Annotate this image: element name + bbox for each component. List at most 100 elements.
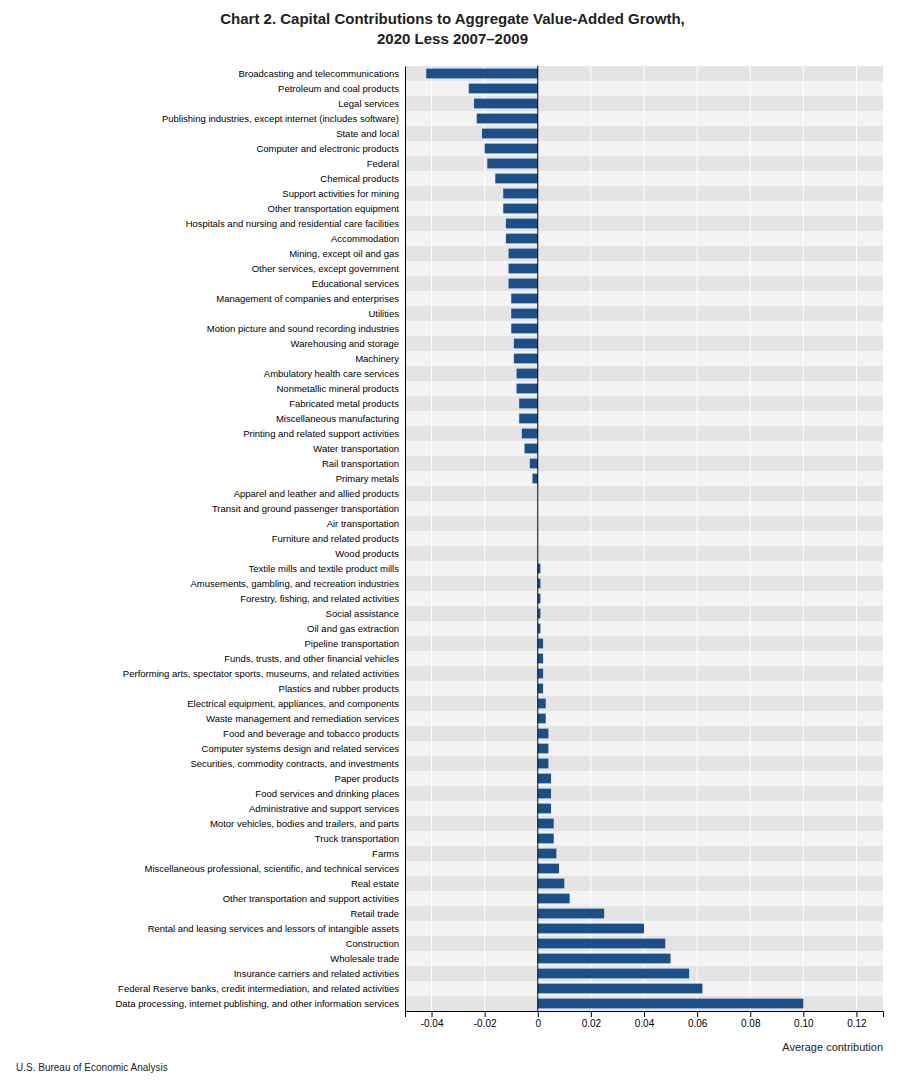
bar (538, 909, 604, 919)
y-tick: Management of companies and enterprises (216, 293, 405, 304)
y-tick: Federal (367, 158, 405, 169)
bar (514, 354, 538, 364)
bar (538, 924, 644, 934)
y-tick: Petroleum and coal products (278, 83, 405, 94)
bar (538, 969, 689, 979)
category-label: Food services and drinking places (255, 788, 399, 799)
bar (509, 279, 538, 289)
bar (538, 939, 665, 949)
category-label: Ambulatory health care services (264, 368, 399, 379)
x-tick: 0.08 (741, 1011, 761, 1029)
title: Chart 2. Capital Contributions to Aggreg… (220, 10, 684, 47)
bar (530, 459, 538, 469)
x-tick-label: 0.10 (794, 1018, 814, 1029)
y-tick: Computer and electronic products (256, 143, 405, 154)
category-label: Oil and gas extraction (307, 623, 399, 634)
y-tick: Miscellaneous manufacturing (276, 413, 405, 424)
category-label: Furniture and related products (272, 533, 400, 544)
category-label: Motor vehicles, bodies and trailers, and… (210, 818, 399, 829)
bar (469, 84, 538, 94)
y-tick: Educational services (312, 278, 405, 289)
grid-line (697, 66, 698, 1011)
category-label: Forestry, fishing, and related activitie… (240, 593, 399, 604)
x-tick-label: 0.02 (582, 1018, 602, 1029)
grid-line (431, 66, 432, 1011)
y-tick: Rental and leasing services and lessors … (148, 923, 405, 934)
bar (511, 324, 538, 334)
bar (538, 699, 546, 709)
source: U.S. Bureau of Economic Analysis (16, 1062, 168, 1073)
x-tick: -0.02 (474, 1011, 497, 1029)
category-label: Fabricated metal products (289, 398, 399, 409)
bar (517, 369, 538, 379)
category-label: Funds, trusts, and other financial vehic… (224, 653, 399, 664)
x-tick: 0 (535, 1011, 541, 1029)
bar (538, 684, 543, 694)
y-tick: Fabricated metal products (289, 398, 405, 409)
category-label: Petroleum and coal products (278, 83, 399, 94)
bar (511, 294, 538, 304)
x-tick-label: 0.04 (635, 1018, 655, 1029)
x-tick-mark (697, 1011, 698, 1017)
category-label: Air transportation (327, 518, 399, 529)
x-tick-mark (538, 1011, 539, 1017)
y-tick: Funds, trusts, and other financial vehic… (224, 653, 405, 664)
x-tick: 0.10 (794, 1011, 814, 1029)
x-tick-label: -0.02 (474, 1018, 497, 1029)
y-tick: Air transportation (327, 518, 405, 529)
category-label: Support activities for mining (282, 188, 399, 199)
bar (426, 69, 538, 79)
bar (538, 714, 546, 724)
category-label: Federal Reserve banks, credit intermedia… (118, 983, 399, 994)
y-tick: Miscellaneous professional, scientific, … (144, 863, 405, 874)
bar (509, 264, 538, 274)
bar (474, 99, 538, 109)
y-tick: Retail trade (350, 908, 405, 919)
bar (538, 669, 543, 679)
y-tick: Machinery (355, 353, 405, 364)
category-label: Motion picture and sound recording indus… (207, 323, 399, 334)
category-label: Miscellaneous professional, scientific, … (144, 863, 399, 874)
grid-line (750, 66, 751, 1011)
y-tick: Water transportation (313, 443, 405, 454)
category-label: Farms (372, 848, 399, 859)
y-tick: Construction (346, 938, 405, 949)
y-tick: Textile mills and textile product mills (249, 563, 405, 574)
y-tick: Real estate (351, 878, 405, 889)
y-tick: Administrative and support services (249, 803, 405, 814)
bar (482, 129, 538, 139)
bar (538, 819, 554, 829)
category-label: Truck transportation (315, 833, 399, 844)
y-tick: Chemical products (320, 173, 405, 184)
bar (538, 729, 549, 739)
bar (538, 999, 804, 1009)
bar (506, 234, 538, 244)
y-tick: Wood products (335, 548, 405, 559)
x-tick-label: 0 (535, 1018, 541, 1029)
y-tick: Other transportation equipment (268, 203, 406, 214)
bar (522, 429, 538, 439)
y-tick: Social assistance (326, 608, 405, 619)
y-tick: Forestry, fishing, and related activitie… (240, 593, 405, 604)
category-label: Retail trade (350, 908, 399, 919)
y-tick: Wholesale trade (330, 953, 405, 964)
y-tick: Other transportation and support activit… (223, 893, 405, 904)
y-tick: Transit and ground passenger transportat… (212, 503, 405, 514)
y-tick: Mining, except oil and gas (289, 248, 405, 259)
y-tick: Performing arts, spectator sports, museu… (123, 668, 405, 679)
category-label: Water transportation (313, 443, 399, 454)
y-tick: Oil and gas extraction (307, 623, 405, 634)
zero-line (537, 66, 538, 1011)
grid-line (590, 66, 591, 1011)
x-tick-mark (432, 1011, 433, 1017)
category-label: Publishing industries, except internet (… (162, 113, 399, 124)
x-axis-title: Average contribution (782, 1041, 883, 1053)
grid-line (644, 66, 645, 1011)
category-label: Miscellaneous manufacturing (276, 413, 399, 424)
bar (538, 834, 554, 844)
x-tick: 0.02 (582, 1011, 602, 1029)
category-label: Wholesale trade (330, 953, 399, 964)
category-label: Real estate (351, 878, 399, 889)
bar (532, 474, 537, 484)
bar (519, 414, 538, 424)
